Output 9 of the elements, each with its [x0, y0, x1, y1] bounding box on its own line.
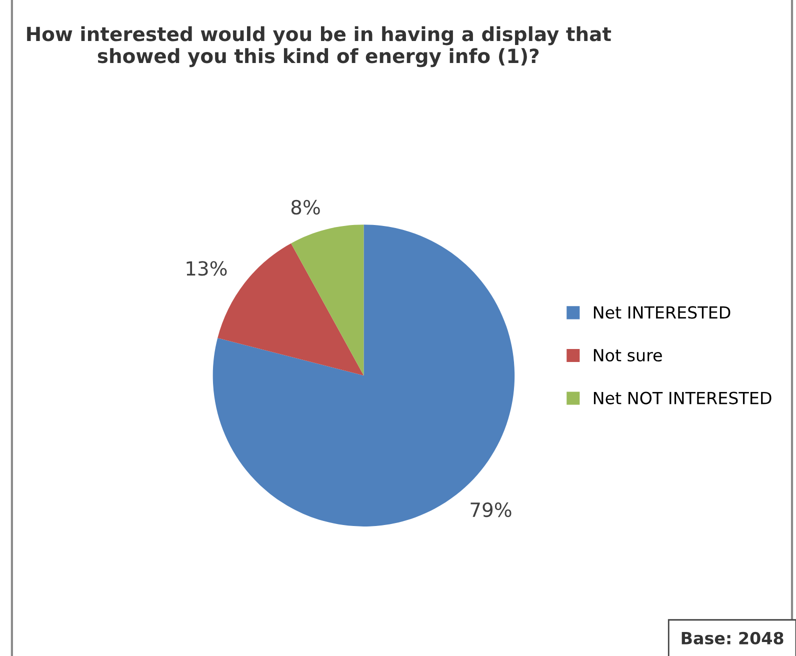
- chart-title: How interested would you be in having a display that showed you this kind of energy info (1)?: [27, 26, 612, 68]
- legend-label: Not sure: [594, 349, 662, 362]
- data-label: 8%: [291, 200, 320, 215]
- data-label: 79%: [470, 502, 512, 518]
- legend-label: Net INTERESTED: [594, 306, 730, 319]
- pie-slice: [291, 224, 364, 376]
- legend-label: Net NOT INTERESTED: [594, 392, 772, 404]
- text: Base: 2048: [682, 632, 784, 644]
- data-label: 13%: [186, 261, 227, 276]
